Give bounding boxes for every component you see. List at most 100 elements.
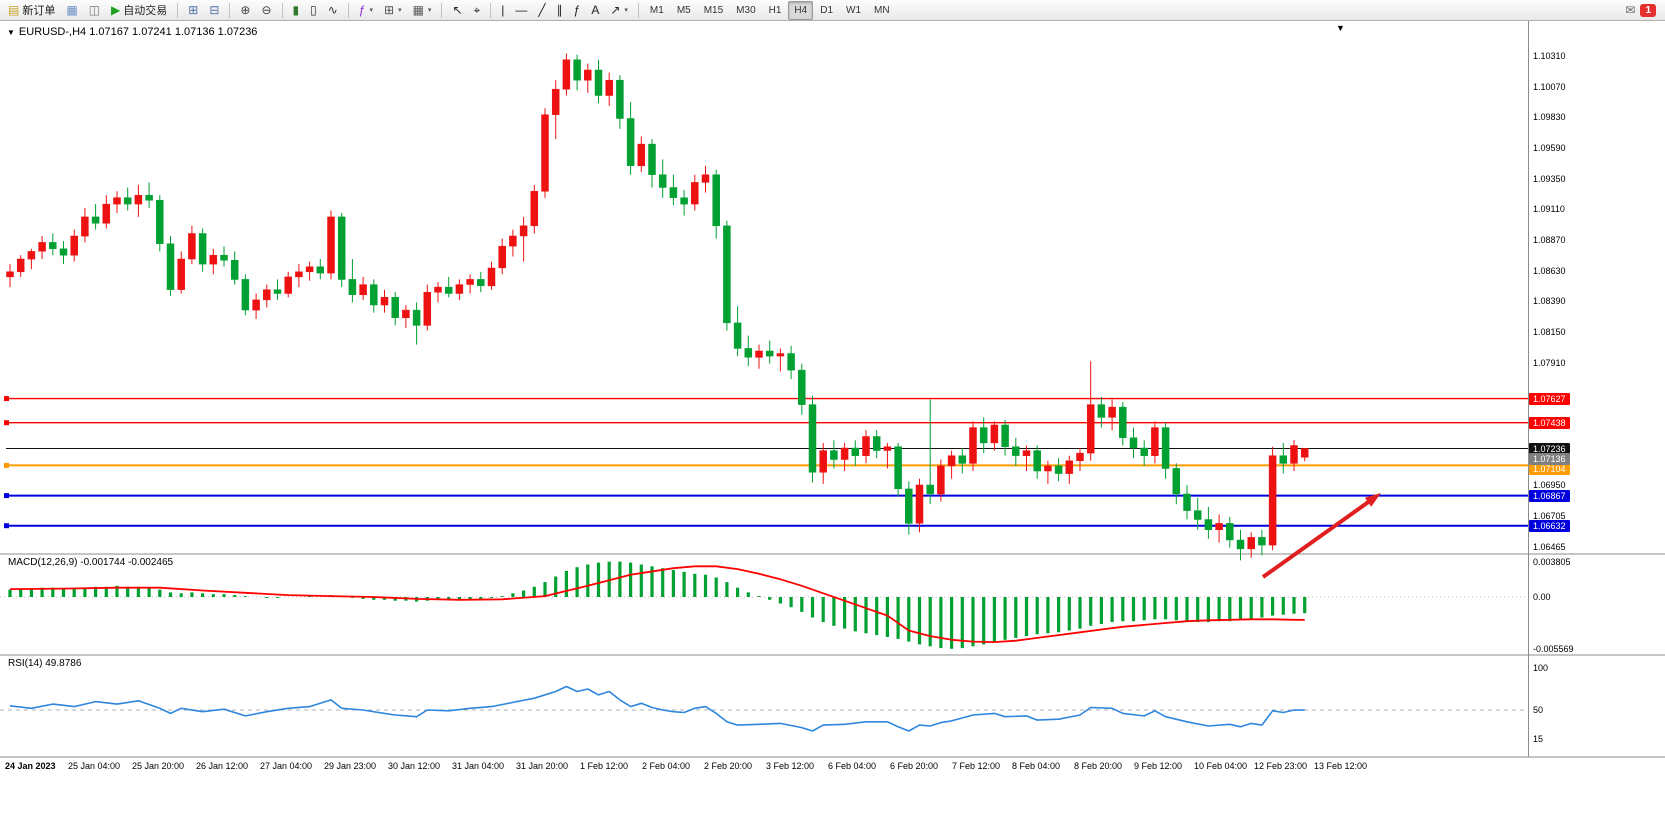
time-axis-label: 3 Feb 12:00: [766, 761, 815, 771]
toolbar: ▤ 新订单 ▦ ◫ ▶ 自动交易 ⊞ ⊟ ⊕ ⊖ ▮ ▯ ∿ ƒ ▾ ⊞ ▾ ▦ ▾ ↖ ⌖ | — ╱ ∥ ƒ A ↗ ▾ M1 M5 M1…: [0, 0, 1665, 21]
fibonacci-icon[interactable]: ƒ: [569, 0, 586, 20]
time-axis-label: 2 Feb 04:00: [642, 761, 691, 771]
bid-price-tag: 1.07236: [1529, 442, 1570, 455]
new-order-glyph: ▤: [8, 3, 20, 17]
trendline-icon-glyph: ╱: [538, 3, 546, 17]
price-scale-label: 1.06465: [1533, 542, 1566, 552]
timeframe-button-d1[interactable]: D1: [820, 4, 834, 16]
timeframe-button-mn[interactable]: MN: [874, 4, 890, 16]
timeframe-button-m1[interactable]: M1: [649, 4, 664, 16]
rsi-scale-label: 50: [1533, 705, 1544, 715]
text-icon[interactable]: A: [586, 0, 604, 20]
chevron-down-icon[interactable]: ▾: [398, 7, 402, 14]
price-scale-label: 1.09590: [1533, 142, 1566, 153]
zoom-in-icon[interactable]: ⊕: [235, 0, 255, 20]
candlestick-chart-icon-glyph: ▯: [310, 3, 317, 17]
vertical-line-icon-glyph: |: [501, 3, 505, 17]
zoom-out-icon[interactable]: ⊖: [256, 0, 276, 20]
price-scale-label: 1.08390: [1533, 296, 1566, 307]
line-chart-icon[interactable]: ∿: [323, 0, 343, 20]
price-scale-label: 1.08150: [1533, 326, 1566, 337]
arrows-tool-icon-glyph: ↗: [610, 3, 621, 17]
line-chart-icon-glyph: ∿: [327, 3, 338, 17]
cursor-icon[interactable]: ↖: [447, 0, 467, 20]
price-level-tag: 1.06867: [1529, 489, 1570, 502]
time-axis-label: 1 Feb 12:00: [580, 761, 629, 771]
price-scale-label: 1.09350: [1533, 173, 1566, 184]
trendline-icon[interactable]: ╱: [533, 0, 550, 20]
timeframe-button-h4[interactable]: H4: [788, 0, 814, 20]
macd-scale-label: -0.005569: [1533, 643, 1574, 654]
timeframe-button-h1[interactable]: H1: [768, 4, 782, 16]
price-scale-label: 1.08630: [1533, 265, 1566, 276]
tile-windows-icon[interactable]: ⊞: [183, 0, 203, 20]
cascade-windows-icon-glyph: ⊟: [209, 3, 220, 17]
time-axis-label: 26 Jan 12:00: [196, 761, 249, 771]
trend-arrow-annotation[interactable]: [1261, 493, 1381, 579]
candlestick-chart-icon[interactable]: ▯: [305, 0, 322, 20]
timeframe-button-m15[interactable]: M15: [703, 4, 724, 16]
time-axis-label: 25 Jan 04:00: [68, 761, 121, 771]
chevron-down-icon[interactable]: ▾: [427, 7, 432, 14]
cascade-windows-icon[interactable]: ⊟: [204, 0, 224, 20]
templates-icon-glyph: ▦: [412, 3, 424, 17]
timeframe-button-m30[interactable]: M30: [736, 4, 756, 16]
profiles-icon-glyph: ◫: [88, 3, 101, 17]
arrows-tool-icon[interactable]: ↗ ▾: [605, 0, 633, 20]
profiles-icon[interactable]: ◫: [84, 0, 105, 20]
toolbar-separator: [441, 2, 443, 18]
auto-trading-button[interactable]: ▶ 自动交易: [106, 0, 172, 20]
price-level-tag: 1.06632: [1529, 519, 1570, 532]
templates-icon[interactable]: ▦ ▾: [408, 0, 437, 20]
horizontal-line-icon[interactable]: —: [510, 0, 532, 20]
time-axis-label: 25 Jan 20:00: [132, 761, 185, 771]
toolbar-separator: [281, 2, 283, 18]
price-scale-label: 1.06705: [1533, 511, 1566, 522]
line-handle: [4, 493, 9, 499]
periods-menu-icon[interactable]: ⊞ ▾: [379, 0, 407, 20]
chevron-down-icon[interactable]: ▾: [624, 7, 628, 14]
crosshair-icon[interactable]: ⌖: [469, 0, 486, 20]
vertical-line-icon[interactable]: |: [496, 0, 509, 20]
chart-title-text: EURUSD-,H4 1.07167 1.07241 1.07136 1.072…: [18, 26, 258, 38]
crosshair-icon-glyph: ⌖: [473, 3, 481, 17]
price-scale-label: 1.07910: [1533, 357, 1566, 368]
macd-signal-line: [9, 565, 1305, 643]
tile-windows-icon-glyph: ⊞: [188, 3, 199, 17]
price-level-tag: 1.07104: [1529, 463, 1570, 476]
price-scale-label: 1.08870: [1533, 234, 1566, 245]
rsi-title: RSI(14) 49.8786: [8, 658, 82, 669]
channel-icon[interactable]: ∥: [552, 0, 568, 20]
mailbox-icon[interactable]: ✉: [1625, 3, 1636, 17]
zoom-in-icon-glyph: ⊕: [240, 3, 251, 17]
low-price-tag: 1.07136: [1529, 453, 1570, 466]
time-axis-label: 2 Feb 20:00: [704, 761, 753, 771]
cursor-icon-glyph: ↖: [452, 3, 463, 17]
indicators-icon-glyph: ƒ: [358, 3, 366, 17]
macd-scale-label: 0.003805: [1533, 556, 1571, 567]
time-axis-label: 29 Jan 23:00: [324, 761, 377, 771]
scroll-to-end-icon[interactable]: ▼: [1336, 23, 1345, 33]
chart-collapse-icon[interactable]: ▼: [7, 27, 15, 37]
line-handle: [4, 396, 9, 402]
auto-trading-button-label: 自动交易: [123, 5, 168, 17]
notification-badge[interactable]: 1: [1640, 3, 1656, 17]
toolbar-separator: [177, 2, 179, 18]
indicators-icon[interactable]: ƒ ▾: [354, 0, 378, 20]
toolbar-separator: [229, 2, 231, 18]
timeframe-button-w1[interactable]: W1: [846, 4, 862, 16]
chart-window-icon[interactable]: ▦: [61, 0, 82, 20]
price-scale-label: 1.10310: [1533, 51, 1566, 61]
periods-menu-icon-glyph: ⊞: [384, 3, 395, 17]
time-axis-label: 10 Feb 04:00: [1194, 761, 1248, 771]
bar-chart-icon[interactable]: ▮: [288, 0, 305, 20]
new-order-button[interactable]: ▤ 新订单: [3, 0, 60, 20]
price-scale-label: 1.10070: [1533, 81, 1566, 92]
timeframe-button-m5[interactable]: M5: [676, 4, 691, 16]
fibonacci-icon-glyph: ƒ: [573, 3, 581, 17]
time-axis-label: 6 Feb 20:00: [890, 761, 939, 771]
chevron-down-icon[interactable]: ▾: [369, 7, 373, 14]
time-axis-label: 8 Feb 20:00: [1074, 761, 1123, 771]
